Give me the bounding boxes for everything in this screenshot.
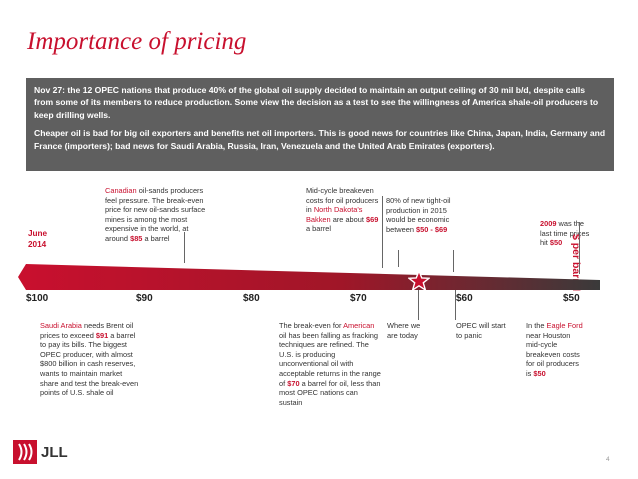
summary-paragraph-1: Nov 27: the 12 OPEC nations that produce… bbox=[34, 85, 599, 120]
price-label-70: $70 bbox=[350, 293, 367, 304]
star-icon bbox=[408, 270, 430, 292]
annotation-opec-panic: OPEC will start to panic bbox=[456, 321, 506, 340]
annotation-american: The break-even for American oil has been… bbox=[279, 321, 381, 407]
connector-opec bbox=[455, 290, 456, 320]
connector-tight-oil-right bbox=[453, 250, 454, 272]
summary-box: Nov 27: the 12 OPEC nations that produce… bbox=[26, 78, 614, 171]
annotation-canadian: Canadian oil-sands producers feel pressu… bbox=[105, 186, 206, 243]
jll-logo-text: JLL bbox=[41, 444, 68, 461]
annotation-today: Where we are today bbox=[387, 321, 421, 340]
price-label-60: $60 bbox=[456, 293, 473, 304]
annotation-saudi: Saudi Arabia needs Brent oil prices to e… bbox=[40, 321, 139, 398]
page-title: Importance of pricing bbox=[27, 28, 247, 55]
connector-tight-oil-left bbox=[398, 250, 399, 267]
page-number: 4 bbox=[606, 456, 610, 463]
timeline-bar-arrow bbox=[18, 264, 26, 290]
annotation-midcycle: Mid-cycle breakeven costs for oil produc… bbox=[306, 186, 379, 234]
price-label-90: $90 bbox=[136, 293, 153, 304]
price-timeline bbox=[18, 264, 600, 290]
timeline-bar bbox=[26, 264, 600, 290]
price-label-50: $50 bbox=[563, 293, 580, 304]
price-label-100: $100 bbox=[26, 293, 49, 304]
connector-canadian bbox=[184, 232, 185, 263]
annotation-tight-oil: 80% of new tight-oil production in 2015 … bbox=[386, 196, 451, 234]
connector-today bbox=[418, 290, 419, 320]
summary-paragraph-2: Cheaper oil is bad for big oil exporters… bbox=[34, 128, 606, 151]
annotation-eagle-ford: In the Eagle Ford near Houston mid-cycle… bbox=[526, 321, 583, 378]
timeline-start-label: June 2014 bbox=[28, 229, 48, 249]
price-label-80: $80 bbox=[243, 293, 260, 304]
connector-2009 bbox=[579, 222, 580, 274]
annotation-2009: 2009 was the last time prices hit $50 bbox=[540, 219, 590, 248]
jll-logo: JLL bbox=[13, 440, 83, 464]
connector-midcycle bbox=[382, 196, 383, 268]
jll-logo-icon bbox=[13, 440, 37, 464]
